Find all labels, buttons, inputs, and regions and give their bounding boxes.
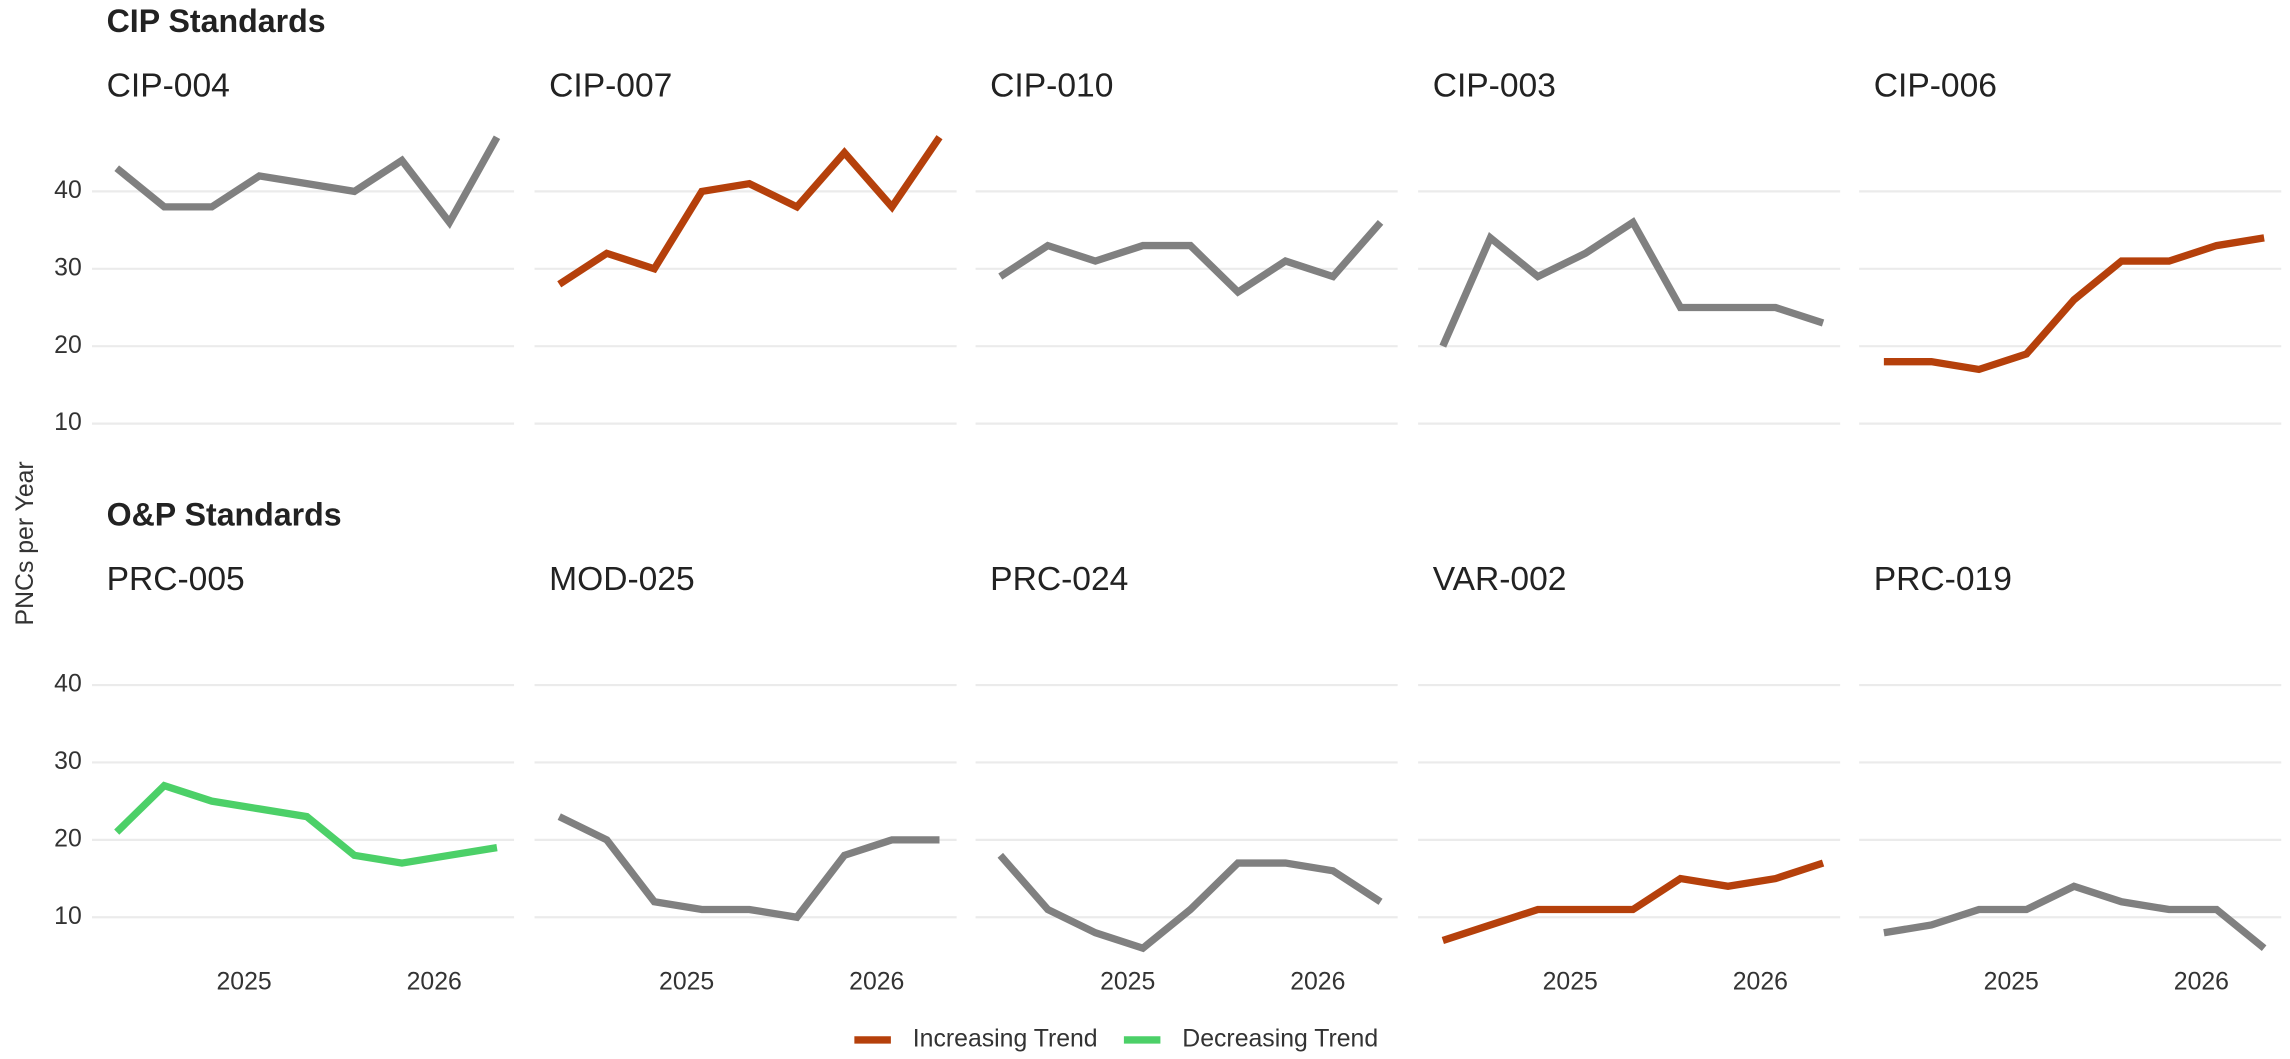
legend-label: Increasing Trend bbox=[913, 1025, 1098, 1052]
y-tick-label: 20 bbox=[54, 825, 82, 852]
x-tick-label: 2025 bbox=[1100, 969, 1155, 996]
panel-title: PRC-019 bbox=[1874, 561, 2012, 598]
x-tick-label: 2026 bbox=[1733, 969, 1788, 996]
line bbox=[557, 135, 943, 288]
panel-title: MOD-025 bbox=[549, 561, 695, 598]
panel-title: CIP-007 bbox=[549, 68, 672, 105]
x-tick-label: 2025 bbox=[659, 969, 714, 996]
x-tick-label: 2025 bbox=[217, 969, 272, 996]
line bbox=[1441, 859, 1825, 944]
x-tick-label: 2025 bbox=[1984, 969, 2039, 996]
panel-title: CIP-003 bbox=[1433, 68, 1556, 105]
line bbox=[997, 852, 1383, 953]
x-tick-label: 2025 bbox=[1543, 969, 1598, 996]
line bbox=[114, 135, 501, 229]
y-tick-label: 40 bbox=[54, 177, 82, 204]
line bbox=[1439, 217, 1825, 348]
y-tick-label: 20 bbox=[54, 332, 82, 359]
y-tick-label: 40 bbox=[54, 671, 82, 698]
y-tick-label: 10 bbox=[54, 903, 82, 930]
y-tick-label: 10 bbox=[54, 409, 82, 436]
y-axis-label: PNCs per Year bbox=[12, 461, 39, 625]
panel-title: CIP-010 bbox=[990, 68, 1113, 105]
x-tick-label: 2026 bbox=[407, 969, 462, 996]
group-title: O&P Standards bbox=[107, 497, 342, 533]
panel-title: VAR-002 bbox=[1433, 561, 1567, 598]
y-tick-label: 30 bbox=[54, 748, 82, 775]
panel-title: CIP-004 bbox=[107, 68, 230, 105]
panel-title: PRC-024 bbox=[990, 561, 1128, 598]
x-tick-label: 2026 bbox=[849, 969, 904, 996]
group-title: CIP Standards bbox=[107, 3, 326, 39]
x-tick-label: 2026 bbox=[1290, 969, 1345, 996]
line bbox=[998, 219, 1384, 297]
line bbox=[1883, 882, 2267, 952]
line bbox=[114, 781, 498, 867]
x-tick-label: 2026 bbox=[2174, 969, 2229, 996]
line bbox=[1883, 234, 2265, 374]
legend-label: Decreasing Trend bbox=[1182, 1025, 1378, 1052]
panel-title: PRC-005 bbox=[107, 561, 245, 598]
line bbox=[557, 813, 940, 922]
y-tick-label: 30 bbox=[54, 254, 82, 281]
panel-title: CIP-006 bbox=[1874, 68, 1997, 105]
